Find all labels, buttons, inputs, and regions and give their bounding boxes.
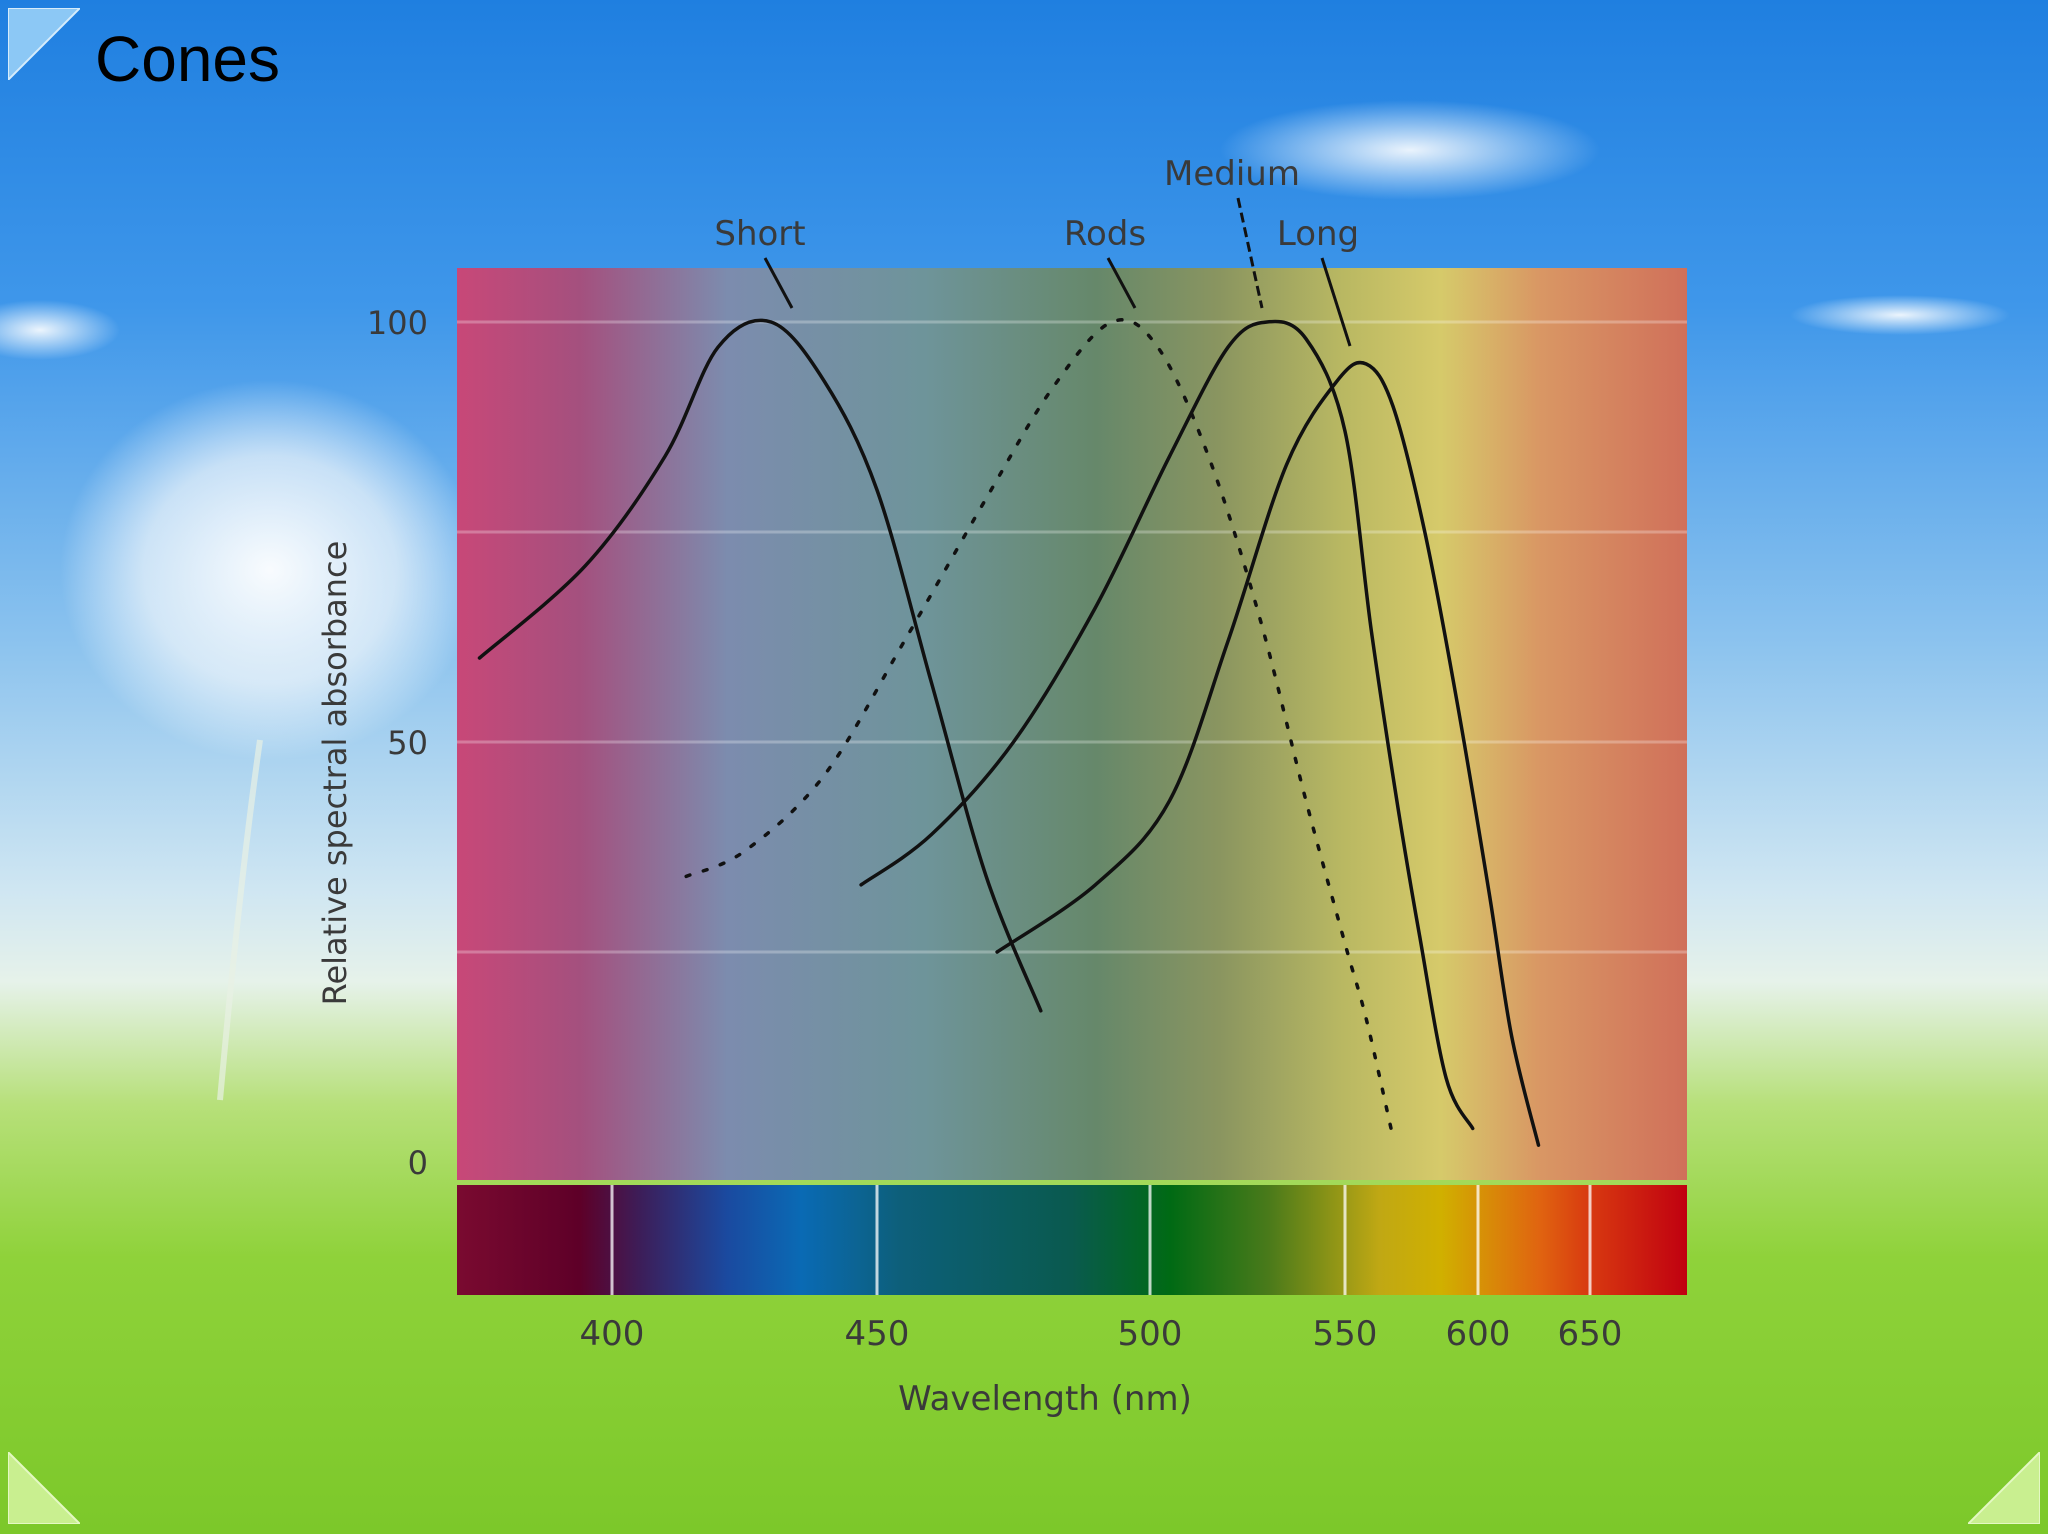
y-tick-label: 50 xyxy=(387,724,428,762)
corner-triangle-bottom-left xyxy=(8,1452,80,1524)
x-tick-label: 500 xyxy=(1118,1314,1183,1354)
cloud xyxy=(1790,295,2010,335)
series-short-curve xyxy=(477,318,1043,1013)
dandelion xyxy=(60,380,480,760)
y-tick-label: 0 xyxy=(408,1144,428,1182)
y-tick-label: 100 xyxy=(367,304,428,342)
x-tick-label: 650 xyxy=(1558,1314,1623,1354)
y-axis-label: Relative spectral absorbance xyxy=(316,541,354,1006)
series-short-label: Short xyxy=(714,214,805,254)
series-long-label: Long xyxy=(1277,214,1359,254)
corner-triangle-top-left xyxy=(8,8,80,80)
series-long-leader xyxy=(1320,257,1352,347)
series-rods-label: Rods xyxy=(1064,214,1146,254)
series-rods-curve xyxy=(684,318,1395,1139)
x-tick-label: 400 xyxy=(580,1314,645,1354)
series-medium-leader xyxy=(1236,197,1264,309)
cloud xyxy=(0,300,120,360)
dandelion-stem xyxy=(217,739,263,1101)
slide-title: Cones xyxy=(95,23,280,95)
cloud xyxy=(1220,100,1600,200)
series-medium-curve xyxy=(859,319,1475,1131)
series-rods-leader xyxy=(1106,257,1137,309)
x-tick-label: 450 xyxy=(845,1314,910,1354)
x-tick-label: 600 xyxy=(1446,1314,1511,1354)
x-tick-label: 550 xyxy=(1313,1314,1378,1354)
corner-triangle-bottom-right xyxy=(1968,1452,2040,1524)
spectrum-band xyxy=(457,1185,1687,1295)
series-long-curve xyxy=(995,360,1541,1147)
x-axis-label: Wavelength (nm) xyxy=(898,1379,1192,1419)
plot-area xyxy=(457,268,1687,1180)
series-medium-label: Medium xyxy=(1164,154,1300,194)
series-short-leader xyxy=(763,257,794,309)
